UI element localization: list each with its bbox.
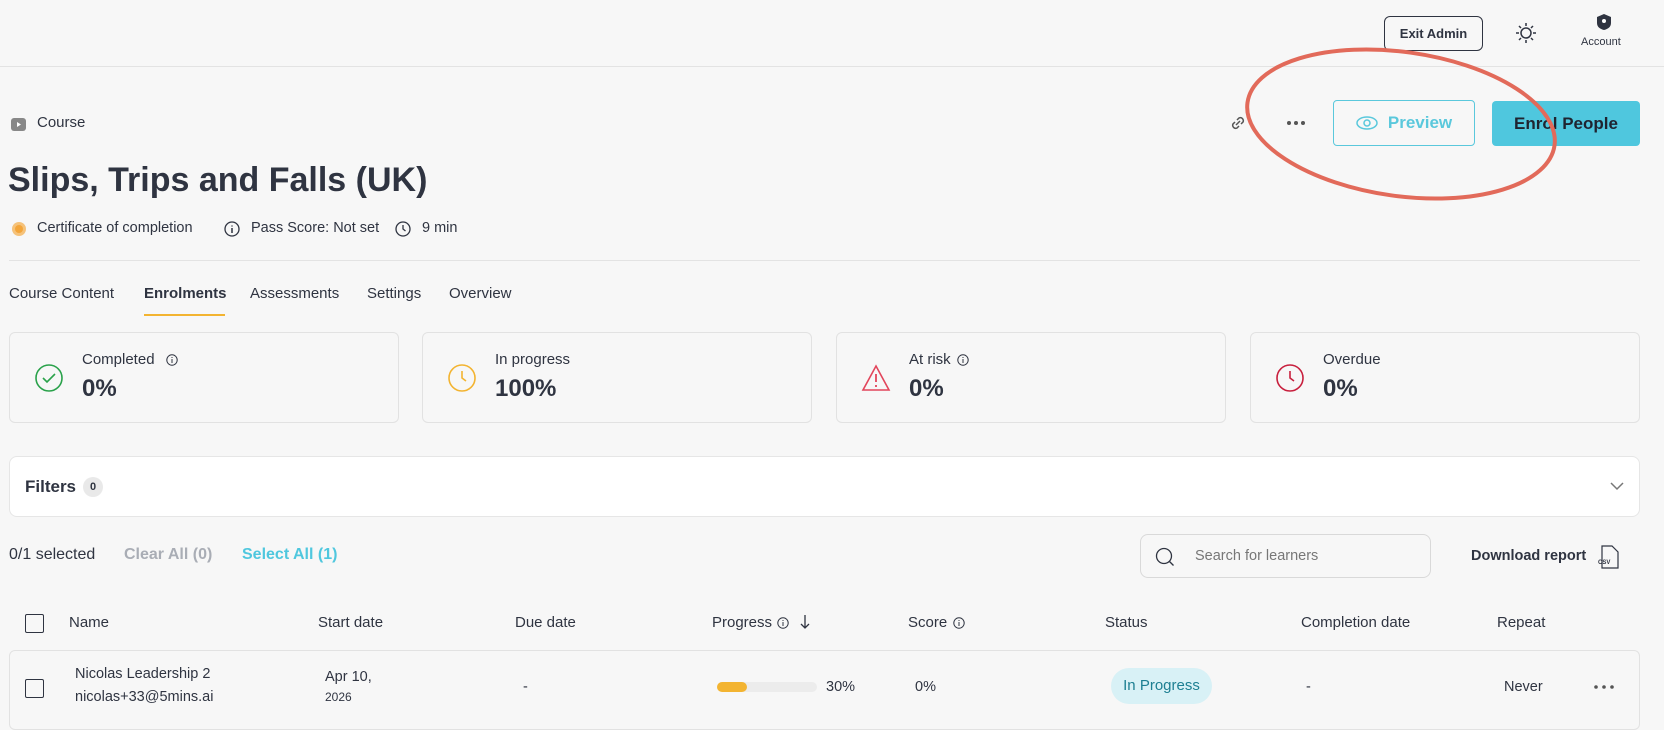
column-header[interactable]: Repeat [1497,614,1546,631]
row-checkbox[interactable] [25,679,44,698]
clear-all[interactable]: Clear All (0) [124,546,213,563]
clock-icon [395,221,411,237]
progress-label: 30% [826,679,856,695]
more-icon[interactable] [1286,120,1306,126]
stat-card [1250,332,1640,423]
completion-date: - [1306,679,1311,695]
info-icon [777,617,789,629]
select-all[interactable]: Select All (1) [242,546,338,563]
column-header[interactable]: Completion date [1301,614,1411,631]
exit-admin-button[interactable]: Exit Admin [1384,16,1483,51]
column-header[interactable]: Start date [318,614,384,631]
stat-card [9,332,399,423]
search-placeholder[interactable]: Search for learners [1195,548,1319,564]
pass-score: Pass Score: Not set [251,220,380,236]
stat-label: At risk [909,351,951,368]
stat-value: 0% [82,375,117,402]
stat-value: 100% [495,375,557,402]
top-bar [0,0,1664,67]
stat-value: 0% [909,375,944,402]
certificate-icon [12,222,26,236]
account-icon[interactable] [1597,14,1611,30]
certificate: Certificate of completion [37,220,193,236]
progress-fill [717,682,747,692]
eye-icon [1356,116,1378,130]
due-date: - [523,679,528,695]
course-kind: Course [37,114,86,131]
filters-title[interactable]: Filters [25,477,77,496]
column-header[interactable]: Status [1105,614,1148,631]
enrol-button[interactable]: Enrol People [1492,101,1640,146]
stat-label: Completed [82,351,155,368]
course-icon [11,118,26,131]
info-icon [224,221,240,237]
csv-icon[interactable] [1600,545,1620,569]
search-box[interactable] [1140,534,1431,578]
tab[interactable]: Settings [367,285,422,302]
column-header[interactable]: Name [69,614,110,631]
row-menu-icon [1594,685,1614,689]
link-icon[interactable] [1229,114,1247,132]
info-icon [166,354,178,366]
sort-icon [800,615,810,629]
status-pill: In Progress [1111,668,1212,704]
header-checkbox[interactable] [25,614,44,633]
table-row [9,650,1640,730]
stat-icon [35,364,63,392]
download-report[interactable]: Download report [1471,548,1587,564]
column-header[interactable]: Due date [515,614,576,631]
tab[interactable]: Enrolments [144,285,227,302]
learner-email: nicolas+33@5mins.ai [75,689,214,705]
stat-icon [448,364,476,392]
filters-count: 0 [83,477,103,497]
stat-card [422,332,812,423]
tab-underline [144,314,225,316]
preview-button[interactable]: Preview [1333,100,1475,146]
column-header[interactable]: Score [908,614,948,631]
account-label[interactable]: Account [1581,36,1621,48]
stat-card [836,332,1226,423]
divider [9,260,1640,261]
csv-label: CSV [1598,560,1611,566]
learner-name: Nicolas Leadership 2 [75,666,211,682]
tab[interactable]: Course Content [9,285,115,302]
stat-icon [861,364,891,391]
theme-icon[interactable] [1516,23,1536,43]
column-header[interactable]: Progress [712,614,773,631]
info-icon [953,617,965,629]
info-icon [957,354,969,366]
preview-label: Preview [1387,113,1453,132]
selected-count: 0/1 selected [9,546,96,563]
start-year: 2026 [325,690,352,704]
score: 0% [915,679,936,695]
stat-label: Overdue [1323,351,1381,368]
tab[interactable]: Assessments [250,285,340,302]
start-date: Apr 10, [325,669,372,685]
progress-track [717,682,817,692]
chevron-icon[interactable] [1610,482,1624,491]
course-title: Slips, Trips and Falls (UK) [8,161,428,199]
stat-value: 0% [1323,375,1358,402]
duration: 9 min [422,220,458,236]
repeat: Never [1504,679,1543,695]
tab[interactable]: Overview [449,285,512,302]
filters-panel[interactable] [9,456,1640,517]
stat-label: In progress [495,351,571,368]
search-icon [1155,547,1174,566]
stat-icon [1276,364,1304,392]
